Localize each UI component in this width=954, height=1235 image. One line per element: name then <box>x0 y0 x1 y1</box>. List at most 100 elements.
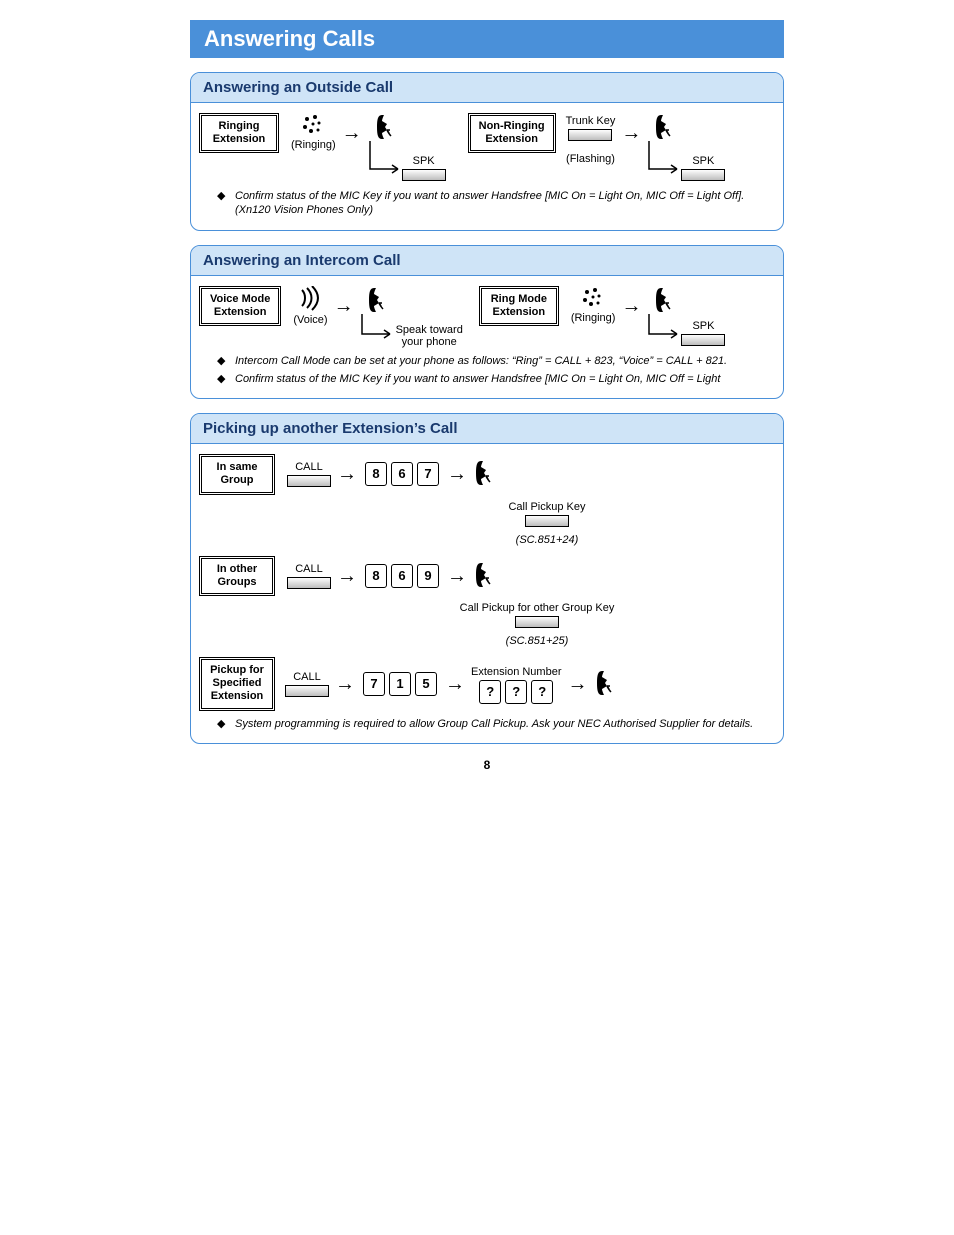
arrow-icon: → <box>443 664 467 704</box>
page: Answering Calls Answering an Outside Cal… <box>0 0 954 812</box>
note-item: Intercom Call Mode can be set at your ph… <box>217 354 769 368</box>
notes-list: System programming is required to allow … <box>199 717 775 731</box>
digit-key: ? <box>479 680 501 704</box>
extension-box: Ring Mode Extension <box>479 286 559 326</box>
call-label: CALL <box>295 563 323 575</box>
sc-note: (SC.851+25) <box>299 635 775 647</box>
handset-icon <box>594 669 622 699</box>
notes-list: Confirm status of the MIC Key if you wan… <box>199 189 775 218</box>
page-title-bar: Answering Calls <box>190 20 784 58</box>
pickup-key-icon <box>525 515 569 527</box>
section-body: Voice Mode Extension (Voice) → Speak tow… <box>191 276 783 399</box>
icon-caption: (Voice) <box>293 314 327 326</box>
alt-key-block: Call Pickup for other Group Key (SC.851+… <box>299 602 775 647</box>
digit-key: 6 <box>391 462 413 486</box>
note-item: Confirm status of the MIC Key if you wan… <box>217 189 769 218</box>
page-title: Answering Calls <box>204 26 375 51</box>
flow-row: Ringing Extension (Ringing) → SPK <box>199 113 775 183</box>
trunk-key-col: Trunk Key (Flashing) <box>566 113 616 165</box>
alt-key-label: Call Pickup for other Group Key <box>299 602 775 614</box>
spk-col: SPK <box>402 153 446 183</box>
section-header: Answering an Intercom Call <box>191 246 783 276</box>
handset-icon <box>473 561 501 591</box>
call-key-icon <box>287 577 331 589</box>
digit-key: ? <box>505 680 527 704</box>
arrow-icon: → <box>619 286 643 326</box>
sc-note: (SC.851+24) <box>319 534 775 546</box>
ext-number-label: Extension Number <box>471 666 562 678</box>
pickup-key-icon <box>515 616 559 628</box>
note-item: Confirm status of the MIC Key if you wan… <box>217 372 769 386</box>
spk-key-icon <box>681 169 725 181</box>
digit-key: 9 <box>417 564 439 588</box>
extension-box: Non-Ringing Extension <box>468 113 556 153</box>
call-key-col: CALL <box>287 561 331 591</box>
extension-box-col: Pickup for Specified Extension <box>199 657 275 711</box>
ringing-dots-icon <box>301 113 325 137</box>
section-outside-call: Answering an Outside Call Ringing Extens… <box>190 72 784 231</box>
arrow-icon: → <box>340 113 364 153</box>
icon-caption: (Ringing) <box>291 139 336 151</box>
arrow-icon: → <box>445 556 469 596</box>
arrow-icon: → <box>445 454 469 494</box>
spk-label: SPK <box>413 155 435 167</box>
handset-icon <box>473 459 501 489</box>
digit-key: 5 <box>415 672 437 696</box>
arrow-icon: → <box>332 286 356 326</box>
notes-list: Intercom Call Mode can be set at your ph… <box>199 354 775 387</box>
pickup-flow-row: In other Groups CALL → 8 6 9 → <box>199 556 775 596</box>
digits-col: 8 6 9 <box>363 564 441 588</box>
extension-box-col: In other Groups <box>199 556 275 596</box>
pickup-flow-row: Pickup for Specified Extension CALL → 7 … <box>199 657 775 711</box>
voice-waves-icon <box>298 286 322 312</box>
extension-box: Pickup for Specified Extension <box>199 657 275 711</box>
speak-label-col: Speak toward your phone <box>396 322 463 348</box>
voice-icon-col: (Voice) <box>293 286 327 326</box>
arrow-icon: → <box>335 556 359 596</box>
call-label: CALL <box>295 461 323 473</box>
extension-box: In same Group <box>199 454 275 494</box>
digit-key: 8 <box>365 462 387 486</box>
page-number: 8 <box>190 758 784 772</box>
arrow-icon: → <box>566 664 590 704</box>
spk-label: SPK <box>692 155 714 167</box>
ringing-icon-col: (Ringing) <box>291 113 336 151</box>
ringing-dots-icon <box>581 286 605 310</box>
digit-key: 7 <box>417 462 439 486</box>
arrow-icon: → <box>333 664 357 704</box>
digits-col: 8 6 7 <box>363 462 441 486</box>
digit-key: 1 <box>389 672 411 696</box>
spk-label: SPK <box>692 320 714 332</box>
extension-box-col: Ring Mode Extension <box>479 286 559 326</box>
note-item: System programming is required to allow … <box>217 717 769 731</box>
digit-key: 6 <box>391 564 413 588</box>
extension-box: Ringing Extension <box>199 113 279 153</box>
section-body: In same Group CALL → 8 6 7 → Call Pickup… <box>191 444 783 743</box>
icon-caption: (Ringing) <box>571 312 616 324</box>
call-key-col: CALL <box>287 459 331 489</box>
section-intercom-call: Answering an Intercom Call Voice Mode Ex… <box>190 245 784 400</box>
extension-box-col: Non-Ringing Extension <box>468 113 556 153</box>
extension-box-col: Ringing Extension <box>199 113 279 153</box>
section-header: Answering an Outside Call <box>191 73 783 103</box>
spk-key-icon <box>681 334 725 346</box>
ringing-icon-col: (Ringing) <box>571 286 616 324</box>
trunk-key-label: Trunk Key <box>566 115 616 127</box>
alt-key-block: Call Pickup Key (SC.851+24) <box>319 501 775 546</box>
extension-box: Voice Mode Extension <box>199 286 281 326</box>
icon-caption: (Flashing) <box>566 153 615 165</box>
call-label: CALL <box>293 671 321 683</box>
flow-row: Voice Mode Extension (Voice) → Speak tow… <box>199 286 775 348</box>
bent-arrow-icon <box>360 312 400 342</box>
arrow-icon: → <box>619 113 643 153</box>
call-key-icon <box>285 685 329 697</box>
section-pickup-call: Picking up another Extension’s Call In s… <box>190 413 784 744</box>
ext-digits-col: Extension Number ? ? ? <box>471 664 562 704</box>
trunk-key-icon <box>568 129 612 141</box>
section-header: Picking up another Extension’s Call <box>191 414 783 444</box>
spk-col: SPK <box>681 318 725 348</box>
alt-key-label: Call Pickup Key <box>319 501 775 513</box>
digits-col: 7 1 5 <box>361 672 439 696</box>
extension-box-col: Voice Mode Extension <box>199 286 281 326</box>
call-key-col: CALL <box>285 669 329 699</box>
